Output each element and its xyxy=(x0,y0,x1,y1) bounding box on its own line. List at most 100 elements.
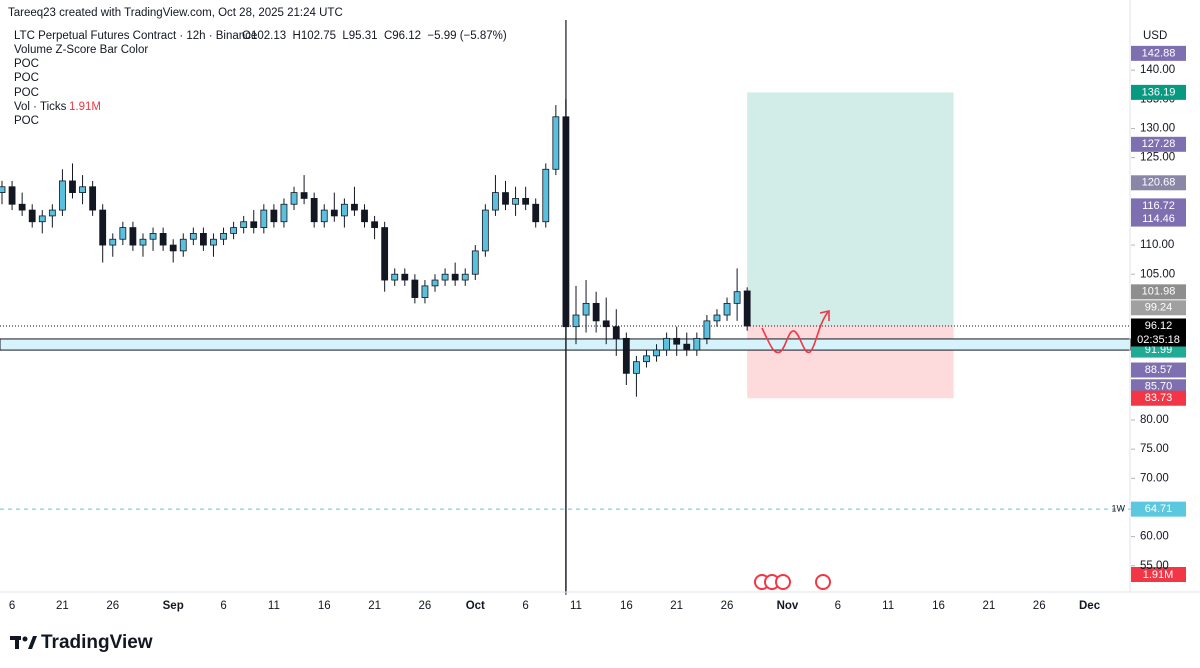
price-badge xyxy=(1131,136,1186,152)
x-tick-label: 16 xyxy=(620,600,633,612)
candle-body xyxy=(351,203,358,211)
indicator: POC xyxy=(14,87,39,99)
candle-body xyxy=(441,273,449,281)
candle-body xyxy=(109,238,117,246)
candle-body xyxy=(653,349,660,357)
candle-body xyxy=(431,279,439,287)
indicator: POC xyxy=(14,115,39,127)
y-tick-label: 75.00 xyxy=(1140,443,1169,455)
stop-zone xyxy=(747,325,954,399)
price-badge-text: 85.70 xyxy=(1145,381,1173,393)
candle-body xyxy=(683,343,691,351)
candle-body xyxy=(673,337,681,345)
countdown-badge xyxy=(1131,333,1186,347)
candle-body xyxy=(381,227,389,281)
candle-body xyxy=(240,221,248,228)
candle-body xyxy=(48,209,56,217)
y-tick-label: 55.00 xyxy=(1140,560,1169,572)
candle-body xyxy=(643,355,650,363)
candle-body xyxy=(189,233,197,240)
candle-body xyxy=(633,361,640,374)
candle-body xyxy=(300,192,308,199)
candle-body xyxy=(99,209,107,246)
y-tick-label: 125.00 xyxy=(1140,152,1175,164)
candle-body xyxy=(572,314,580,328)
indicator: POC xyxy=(14,72,39,84)
candle-body xyxy=(602,320,610,328)
volume-badge xyxy=(1131,567,1186,582)
candle-body xyxy=(210,238,217,246)
volume-value: 1.91M xyxy=(69,101,101,113)
indicator: POC xyxy=(14,58,39,70)
price-badge-text: 142.88 xyxy=(1142,47,1176,59)
candle-body xyxy=(703,320,711,339)
candle-body xyxy=(492,192,499,211)
price-badge-text: 120.68 xyxy=(1142,177,1176,189)
candle-body xyxy=(69,180,76,193)
x-tick-label: 21 xyxy=(368,600,381,612)
candle-body xyxy=(89,186,97,211)
candle-body xyxy=(542,168,550,223)
price-badge xyxy=(1131,284,1186,300)
price-badge xyxy=(1131,175,1186,191)
price-badge-text: 64.71 xyxy=(1145,503,1173,515)
candle-body xyxy=(733,291,741,304)
x-tick-label: 26 xyxy=(1033,600,1046,612)
projection-drawing xyxy=(761,310,830,354)
indicator: Volume Z-Score Bar Color xyxy=(14,44,148,56)
x-tick-label: 6 xyxy=(522,600,528,612)
x-tick-label: 11 xyxy=(882,600,894,612)
candle-body xyxy=(119,227,127,240)
brand-logo xyxy=(10,636,37,649)
candle-body xyxy=(663,337,671,351)
candle-body xyxy=(8,186,16,205)
candle-body xyxy=(199,233,207,246)
x-tick-label: 6 xyxy=(220,600,226,612)
price-badge-text: 88.57 xyxy=(1145,364,1173,376)
weekly-level-label: 1W xyxy=(1112,504,1126,514)
candle-body xyxy=(361,209,368,223)
y-tick-label: 140.00 xyxy=(1140,64,1175,76)
candle-body xyxy=(562,116,570,328)
candle-body xyxy=(552,116,560,170)
candle-body xyxy=(451,273,459,281)
x-tick-label: Nov xyxy=(777,600,799,612)
candle-body xyxy=(28,209,36,223)
candle-body xyxy=(401,273,409,281)
candle-body xyxy=(391,273,399,281)
candle-body xyxy=(371,221,378,228)
candle-body xyxy=(612,326,620,339)
price-badge xyxy=(1131,318,1186,334)
candle-body xyxy=(169,244,177,252)
price-badge xyxy=(1131,300,1186,316)
price-badge xyxy=(1131,198,1186,214)
x-tick-label: 16 xyxy=(318,600,331,612)
event-icons xyxy=(754,574,831,590)
x-tick-label: 16 xyxy=(932,600,945,612)
candle-body xyxy=(693,337,701,351)
price-badge-text: 127.28 xyxy=(1142,138,1176,150)
candle-body xyxy=(713,314,721,322)
candle-body xyxy=(461,273,469,281)
countdown: 02:35:18 xyxy=(1137,334,1180,346)
candle-body xyxy=(320,209,328,223)
brand: TradingView xyxy=(41,632,153,653)
price-badge-text: 116.72 xyxy=(1142,200,1175,212)
x-tick-label: 11 xyxy=(268,600,280,612)
candle-body xyxy=(743,290,751,327)
x-tick-label: 21 xyxy=(670,600,683,612)
candle-body xyxy=(129,227,137,246)
candle-body xyxy=(179,238,187,252)
x-tick-label: 26 xyxy=(106,600,119,612)
x-tick-label: Oct xyxy=(466,600,485,612)
candle-body xyxy=(139,238,147,246)
candle-body xyxy=(260,209,268,228)
x-tick-label: 26 xyxy=(721,600,734,612)
candle-body xyxy=(0,186,6,193)
y-tick-label: 60.00 xyxy=(1140,531,1169,543)
candle-body xyxy=(421,285,429,298)
candle-body xyxy=(512,198,519,205)
candle-body xyxy=(592,302,600,322)
x-tick-label: 26 xyxy=(419,600,432,612)
